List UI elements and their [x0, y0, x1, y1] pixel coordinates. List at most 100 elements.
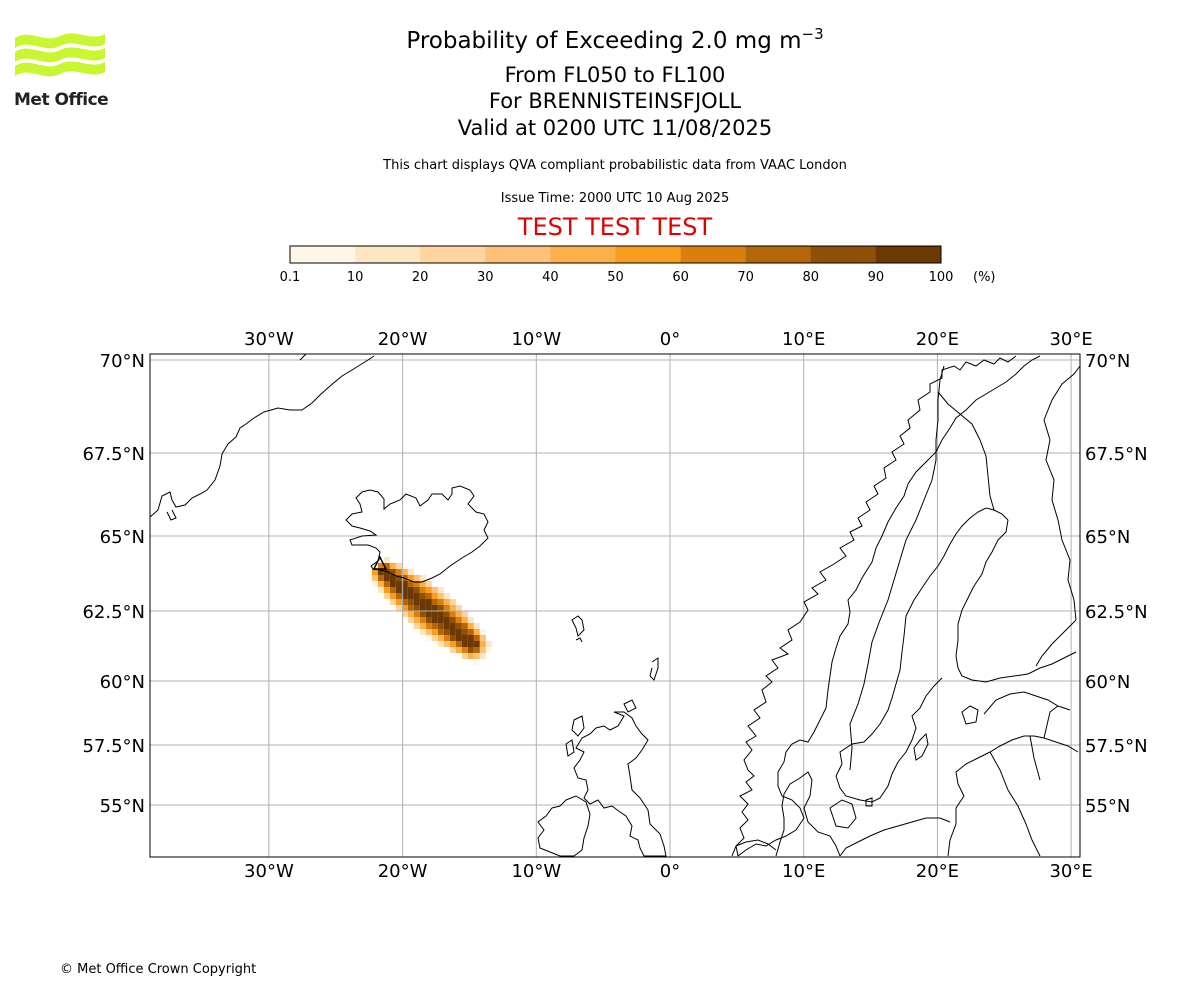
plume-cell — [389, 575, 396, 581]
plume-cell — [413, 581, 420, 587]
coastlines — [149, 353, 1081, 857]
colorbar-segment-3 — [485, 246, 551, 263]
plume-cell — [419, 593, 426, 599]
plume-cell — [479, 641, 486, 647]
plume-cell — [473, 659, 480, 665]
plume-cell — [425, 587, 432, 593]
plume-cell — [437, 617, 444, 623]
plume-cell — [407, 581, 414, 587]
norway-coastline — [737, 355, 1041, 857]
colorbar-segment-7 — [745, 246, 812, 263]
plume-cell — [479, 653, 486, 659]
denmark-coastline — [775, 771, 841, 857]
plume-cell — [371, 581, 378, 587]
colorbar-tick-label: 20 — [411, 270, 429, 285]
colorbar-segment-2 — [420, 246, 486, 263]
orkney — [623, 699, 637, 713]
germany-poland-coastline — [839, 817, 951, 857]
plume-cell — [389, 593, 396, 599]
longitude-label-top: 10°W — [511, 329, 561, 350]
plume-cell — [395, 569, 402, 575]
plume-cell — [431, 599, 438, 605]
plume-cell — [449, 611, 456, 617]
norway-sweden-border — [849, 365, 945, 771]
plume-cell — [443, 617, 450, 623]
plume-cell — [455, 617, 462, 623]
estonia-coast — [983, 691, 1071, 715]
latitude-label-left: 60°N — [100, 672, 145, 693]
plume-cell — [461, 635, 468, 641]
plume-cell — [449, 641, 456, 647]
plume-cell — [419, 629, 426, 635]
flight-level-range: From FL050 to FL100 — [504, 63, 726, 87]
longitude-labels: 30°W 20°W 10°W 0° 10°E 20°E 30°E 30°W 20°W 10°W 0°… — [244, 329, 1093, 882]
plume-cell — [479, 629, 486, 635]
latitude-label-right: 62.5°N — [1085, 602, 1148, 623]
colorbar-segment-6 — [680, 246, 747, 263]
plume-cell — [473, 623, 480, 629]
plume-cell — [449, 617, 456, 623]
iceland-coastline — [345, 485, 489, 583]
ireland-coastline — [537, 795, 591, 857]
plume-cell — [419, 587, 426, 593]
longitude-label-bottom: 20°E — [916, 861, 959, 882]
plume-cell — [401, 569, 408, 575]
chart-title-text: Probability of Exceeding 2.0 mg m — [406, 28, 802, 54]
plume-cell — [389, 569, 396, 575]
colorbar-segment-8 — [810, 246, 877, 263]
plume-cell — [407, 599, 414, 605]
plume-cell — [419, 599, 426, 605]
plume-cell — [431, 617, 438, 623]
plume-cell — [437, 605, 444, 611]
hebrides — [565, 715, 585, 757]
latitude-label-left: 70°N — [100, 351, 145, 372]
plume-cell — [479, 635, 486, 641]
chart-title: Probability of Exceeding 2.0 mg m−3 — [0, 25, 1200, 54]
colorbar-tick-label: 70 — [737, 270, 754, 285]
plume-cell — [425, 581, 432, 587]
netherlands-coastline — [731, 839, 777, 857]
plume-cell — [437, 641, 444, 647]
finland-coastline — [955, 519, 1077, 683]
longitude-label-bottom: 0° — [660, 861, 680, 882]
longitude-label-bottom: 20°W — [378, 861, 428, 882]
plume-cell — [461, 611, 468, 617]
plume-cell — [407, 605, 414, 611]
plume-cell — [377, 581, 384, 587]
plume-cell — [431, 611, 438, 617]
plume-cell — [467, 629, 474, 635]
baltic-coastline — [947, 735, 1079, 857]
plume-cell — [401, 587, 408, 593]
plume-cell — [467, 641, 474, 647]
plume-cell — [443, 623, 450, 629]
plume-cell — [407, 569, 414, 575]
plume-cell — [479, 647, 486, 653]
latitude-label-right: 70°N — [1085, 351, 1130, 372]
plume-cell — [383, 557, 390, 563]
plume-cell — [395, 605, 402, 611]
plume-cell — [437, 635, 444, 641]
latitude-label-left: 55°N — [100, 796, 145, 817]
longitude-label-top: 20°W — [378, 329, 428, 350]
plume-cell — [419, 623, 426, 629]
plume-cell — [467, 635, 474, 641]
plume-cell — [407, 617, 414, 623]
plume-cell — [419, 611, 426, 617]
latitude-label-right: 55°N — [1085, 796, 1130, 817]
plume-cell — [407, 611, 414, 617]
plume-cell — [437, 623, 444, 629]
latitude-label-right: 60°N — [1085, 672, 1130, 693]
plume-cell — [443, 641, 450, 647]
sweden-finland-border — [937, 391, 995, 511]
plume-cell — [449, 629, 456, 635]
volcano-name: For BRENNISTEINSFJOLL — [488, 89, 742, 113]
plume-cell — [401, 605, 408, 611]
plume-cell — [425, 623, 432, 629]
plume-cell — [443, 611, 450, 617]
plume-cell — [461, 647, 468, 653]
plume-cell — [431, 605, 438, 611]
latitude-label-left: 65°N — [100, 527, 145, 548]
plume-cell — [449, 605, 456, 611]
plume-cell — [443, 593, 450, 599]
plume-cell — [413, 617, 420, 623]
